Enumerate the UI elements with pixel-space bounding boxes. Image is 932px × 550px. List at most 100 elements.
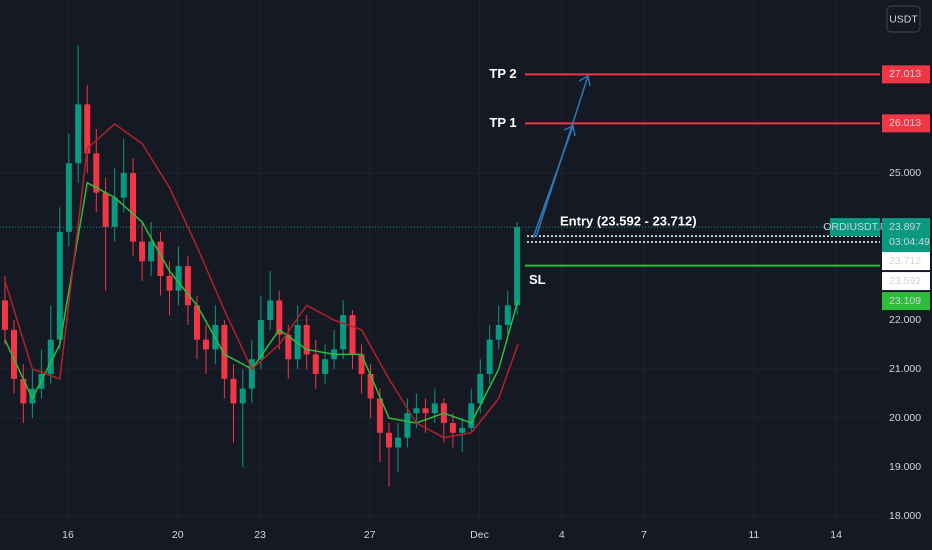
candle-body [84, 104, 91, 154]
candle-body [184, 266, 191, 306]
candle-body [166, 275, 173, 291]
candle-body [358, 354, 365, 374]
candle-body [514, 227, 521, 306]
currency-box[interactable] [886, 5, 921, 33]
candle-body [459, 427, 466, 433]
candle-body [93, 153, 100, 193]
arrow-head [563, 124, 576, 137]
candle-body [10, 329, 17, 379]
candle-body [367, 373, 374, 399]
x-tick-label: 7 [641, 529, 647, 541]
candle-body [431, 403, 438, 414]
x-tick-label: 23 [254, 529, 266, 541]
candle-body [65, 163, 72, 232]
y-tick-label: 21.000 [889, 363, 921, 375]
last-price-tag [882, 218, 930, 253]
candle-body [422, 408, 429, 414]
candle-body [395, 437, 402, 448]
grid [0, 0, 880, 520]
candle-body [230, 378, 237, 404]
candle-body [312, 354, 319, 374]
candle-body [248, 359, 255, 389]
sl-label: SL [529, 272, 546, 287]
candle-body [257, 320, 264, 360]
y-tick-label: 18.000 [889, 510, 921, 522]
price-tag-label: 23.592 [889, 275, 921, 287]
arrows [532, 74, 591, 239]
x-tick-label: 20 [172, 529, 184, 541]
last-price: 23.897 [889, 221, 921, 233]
price-tag [882, 114, 930, 133]
tp-label: TP 2 [489, 66, 516, 81]
candle-body [221, 324, 228, 379]
candle-body [29, 388, 36, 404]
price-tag [882, 65, 930, 84]
x-tick-label: 16 [62, 529, 74, 541]
candle-body [468, 403, 475, 428]
symbol-label: ORDIUSDT.P [823, 221, 887, 233]
price-tag [882, 252, 930, 271]
candle-body [239, 388, 246, 404]
price-axis: 18.000 19.000 20.000 21.000 22.000 25.000 16 20… [62, 65, 930, 541]
price-tag-label: 27.013 [889, 68, 921, 80]
symbol-tag [830, 218, 880, 237]
y-tick-label: 22.000 [889, 314, 921, 326]
price-tag [882, 272, 930, 291]
price-tag-label: 23.712 [889, 255, 921, 267]
candle-body [322, 359, 329, 374]
entry-label: Entry (23.592 - 23.712) [560, 214, 697, 229]
arrow-head [578, 74, 591, 87]
ma-line [4, 181, 519, 424]
candle-body [102, 192, 109, 227]
candle-body [111, 197, 118, 227]
candle-body [75, 104, 82, 164]
candle-body [340, 315, 347, 350]
candle-body [349, 315, 356, 355]
candle-body [376, 398, 383, 433]
x-tick-label: 4 [559, 529, 565, 541]
tp-label: TP 1 [489, 115, 516, 130]
candle-body [385, 432, 392, 448]
candle-body [1, 300, 8, 330]
candle-body [130, 173, 137, 242]
currency: USDT [889, 13, 918, 25]
candle-body [120, 173, 127, 198]
candle-body [495, 324, 502, 340]
candle-body [139, 241, 146, 262]
price-tag [882, 292, 930, 311]
candle-body [413, 408, 420, 414]
candle-body [20, 378, 27, 404]
y-tick-label: 25.000 [889, 167, 921, 179]
y-tick-label: 20.000 [889, 412, 921, 424]
candle-body [285, 334, 292, 360]
x-tick-label: 27 [364, 529, 376, 541]
x-tick-label: 14 [830, 529, 842, 541]
candle-body [157, 241, 164, 276]
candle-body [56, 231, 63, 340]
candle-body [267, 300, 274, 321]
ma-line [4, 123, 519, 439]
candle-body [47, 339, 54, 374]
candle-body [477, 373, 484, 404]
price-tag-label: 26.013 [889, 117, 921, 129]
candle-body [193, 305, 200, 340]
arrow [535, 75, 589, 238]
x-tick-label: 11 [748, 529, 759, 541]
candle-body [175, 266, 182, 291]
candle-body [148, 241, 155, 262]
x-tick-label: Dec [470, 529, 489, 541]
candle-body [276, 300, 283, 335]
candle-body [404, 413, 411, 438]
candle-body [449, 422, 456, 433]
countdown: 03:04:49 [889, 236, 930, 248]
y-tick-label: 19.000 [889, 461, 921, 473]
candle-body [486, 339, 493, 374]
candle-body [203, 339, 210, 350]
price-tag-label: 23.109 [889, 295, 921, 307]
candle-body [303, 324, 310, 355]
plot: TP 2 TP 1 Entry (23.592 - 23.712) SL [0, 45, 880, 487]
candle-body [504, 305, 511, 325]
